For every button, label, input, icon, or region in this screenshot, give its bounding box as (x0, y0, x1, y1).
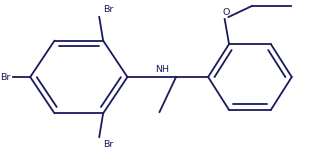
Text: O: O (223, 8, 230, 17)
Text: Br: Br (103, 140, 114, 149)
Text: Br: Br (0, 73, 11, 81)
Text: NH: NH (155, 65, 169, 74)
Text: Br: Br (103, 5, 114, 14)
